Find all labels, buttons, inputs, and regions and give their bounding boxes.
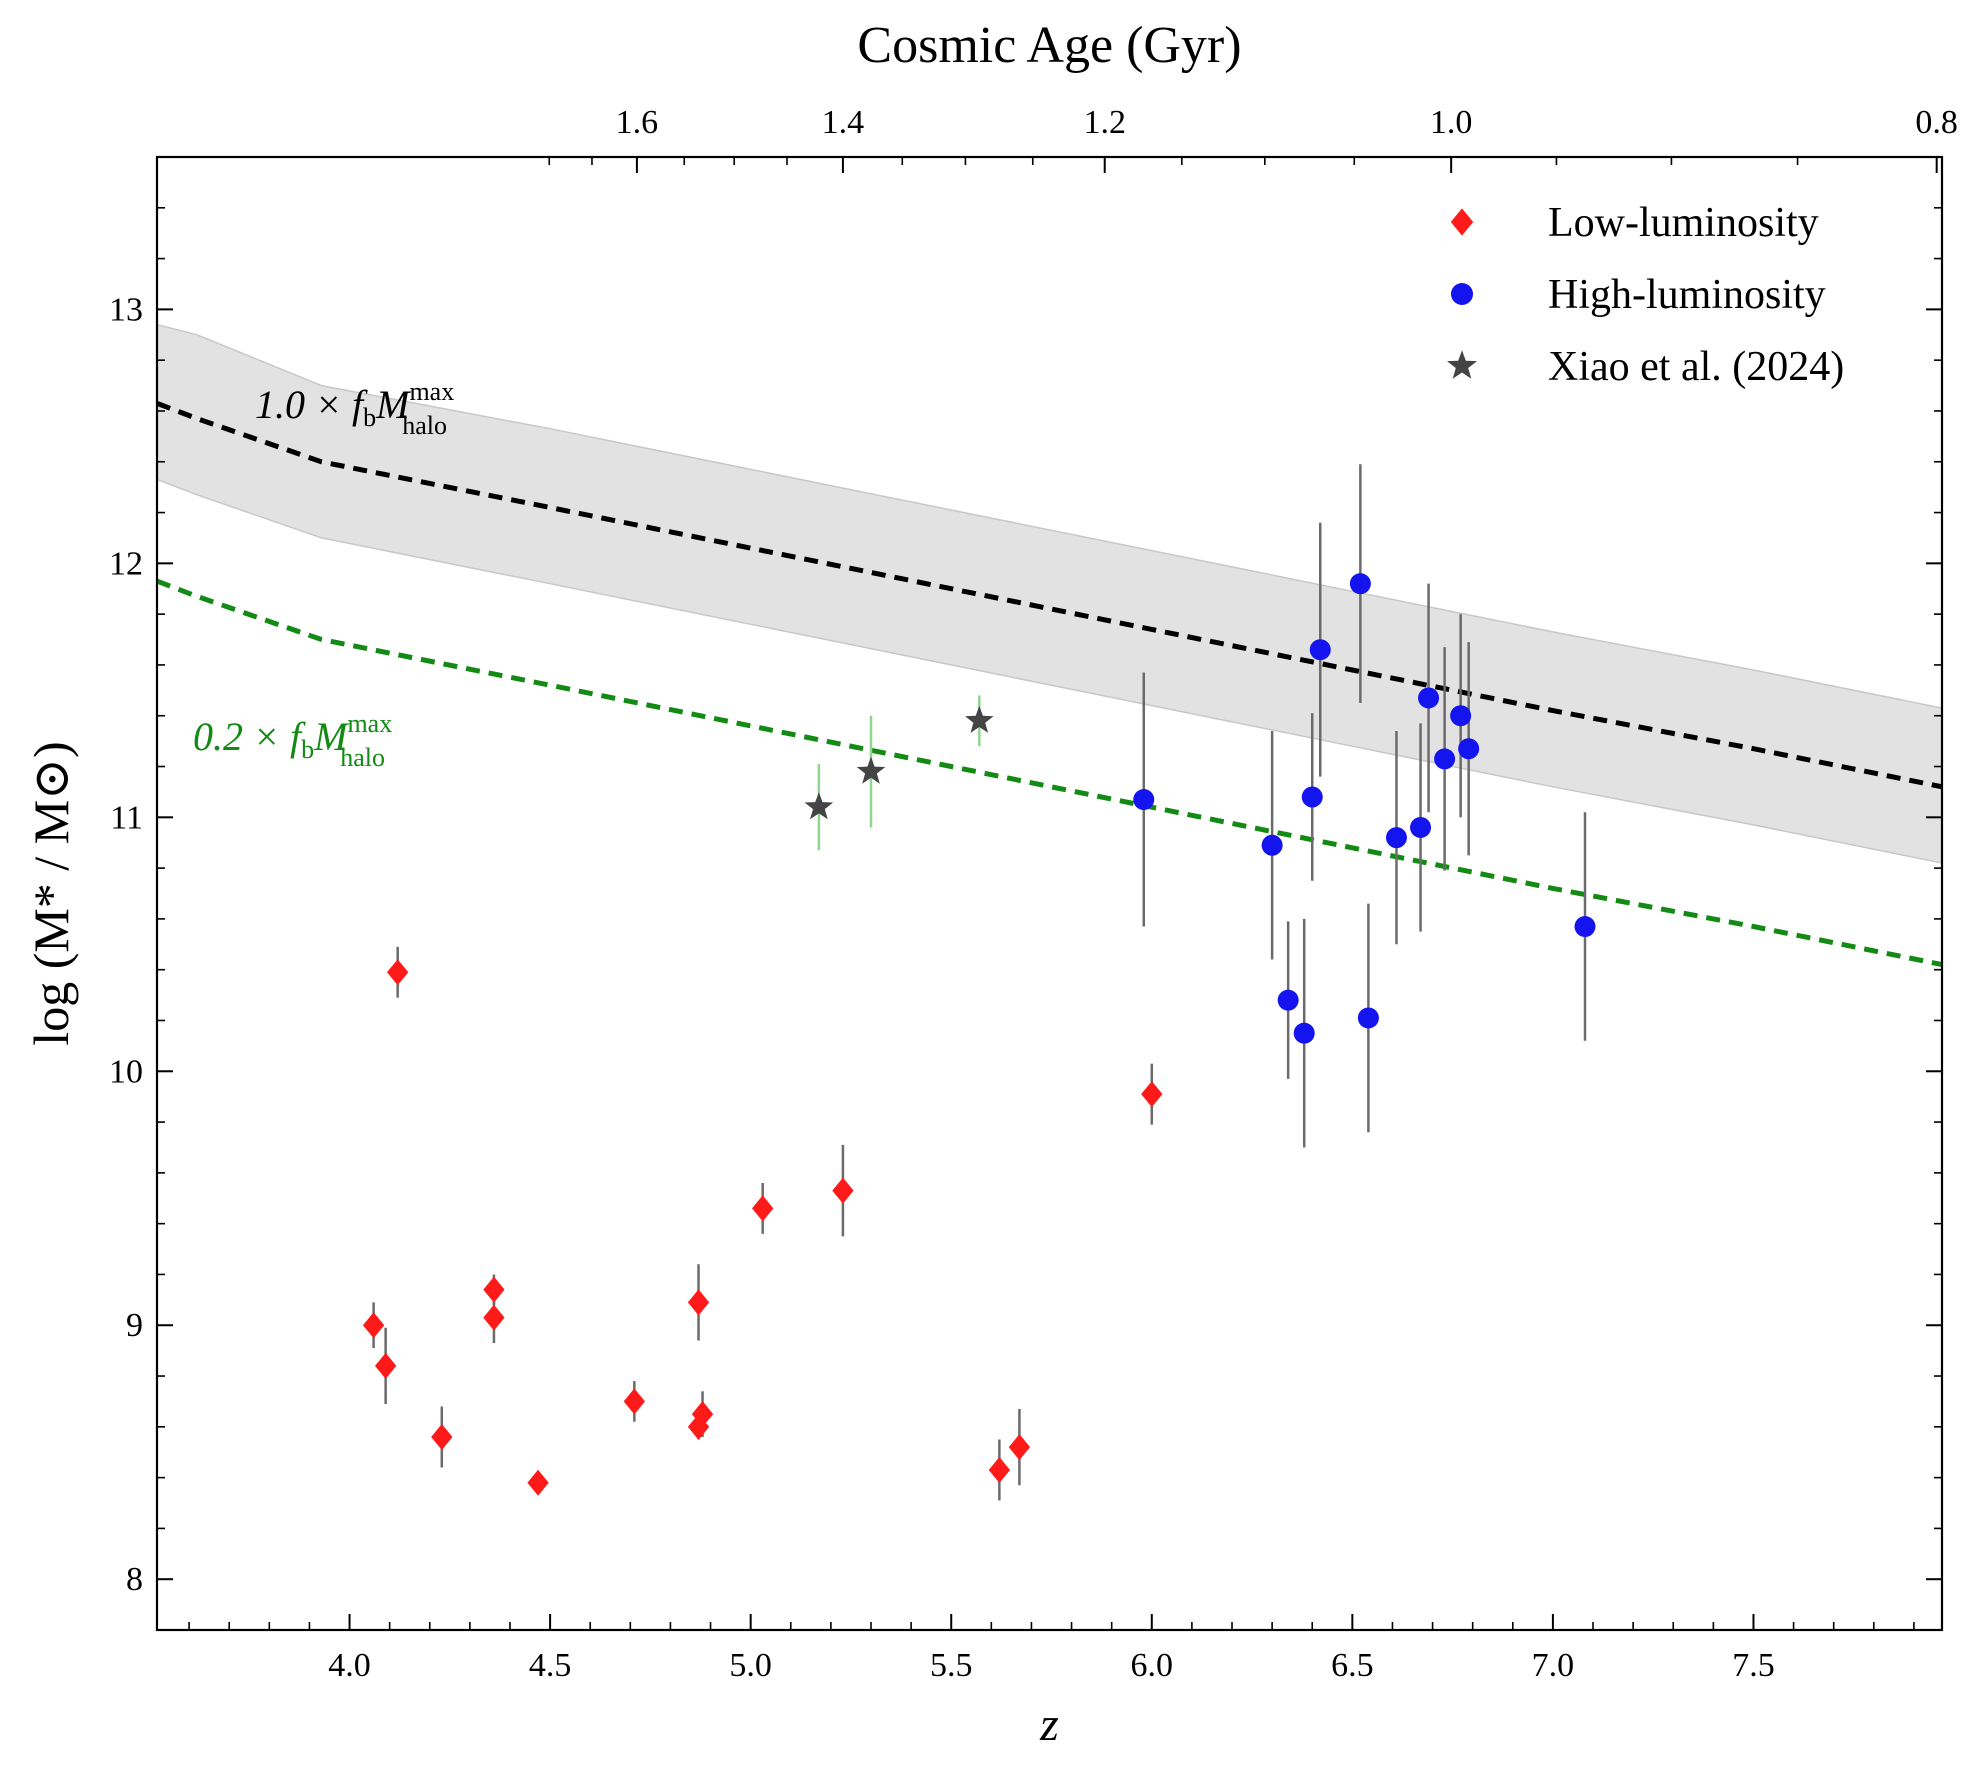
legend-marker-circle [1450,282,1474,306]
curve-label-sub: b [301,735,314,764]
data-point-diamond-15 [1141,1081,1163,1108]
data-point-circle-9 [1410,816,1432,838]
data-point-circle-12 [1450,705,1472,727]
x-tick-label-1: 4.5 [529,1647,572,1684]
data-point-circle-8 [1385,827,1407,849]
data-point-circle-3 [1293,1022,1315,1044]
x-tick-label-4: 6.0 [1131,1647,1174,1684]
data-point-diamond-5 [483,1304,505,1331]
y-tick-label-5: 13 [109,291,143,328]
data-point-circle-7 [1357,1007,1379,1029]
x-tick-label-0: 4.0 [328,1647,371,1684]
curve-label-sub2: halo [340,743,385,772]
x-tick-label-5: 6.5 [1331,1647,1374,1684]
axes-layer: 4.0 4.5 5.0 5.5 6.0 6.5 7.0 7.5 8 9 10 11 12 13 1.6 1.4… [109,104,1958,1684]
curve-label-m: M [313,714,350,759]
data-point-star-0 [804,792,834,820]
data-point-diamond-3 [431,1423,453,1450]
data-point-diamond-0 [387,959,409,986]
legend-label-1: High-luminosity [1548,272,1826,318]
data-point-circle-5 [1309,639,1331,661]
data-point-circle-10 [1418,687,1440,709]
data-point-diamond-14 [1008,1434,1031,1461]
curve-layer [157,400,1942,968]
x-tick-label-2: 5.0 [729,1647,772,1684]
shaded-band-layer [157,323,1942,864]
data-point-circle-1 [1261,834,1283,856]
y-tick-label-0: 8 [126,1561,143,1598]
data-point-circle-4 [1301,786,1323,808]
dashed-curve-0 [157,400,1942,790]
curve-label-prefix: 0.2 × f [193,714,306,759]
y-tick-label-1: 9 [126,1307,143,1344]
y-tick-label-3: 11 [110,799,143,836]
data-point-diamond-2 [374,1352,397,1379]
curve-label-m: M [375,382,412,427]
data-point-diamond-7 [623,1388,645,1415]
data-point-diamond-6 [527,1469,549,1496]
top-tick-label-3: 1.0 [1430,104,1473,141]
dashed-curve-1 [157,578,1942,968]
data-point-star-1 [856,756,886,784]
top-axis-label: Cosmic Age (Gyr) [857,17,1241,74]
plot-frame [155,155,1944,1632]
x-tick-label-3: 5.5 [930,1647,973,1684]
data-point-diamond-8 [687,1289,710,1316]
legend-marker-star [1447,350,1477,379]
marker-layer [362,573,1596,1496]
data-point-diamond-1 [362,1312,385,1339]
top-tick-label-2: 1.2 [1083,104,1126,141]
data-point-star-2 [965,705,994,733]
legend-label-0: Low-luminosity [1548,200,1819,246]
data-point-diamond-12 [832,1177,854,1204]
data-point-circle-14 [1574,916,1596,938]
curve-label-sub2: halo [402,411,447,440]
data-point-circle-13 [1458,738,1480,760]
legend: Low-luminosity High-luminosity Xiao et al.… [1447,200,1844,390]
data-point-circle-2 [1277,989,1299,1011]
curve-label-sub: b [363,403,376,432]
data-point-diamond-4 [483,1276,505,1303]
top-tick-label-1: 1.4 [822,104,865,141]
data-point-circle-0 [1133,789,1155,811]
y-tick-label-2: 10 [109,1053,143,1090]
data-point-diamond-13 [988,1457,1011,1484]
legend-label-2: Xiao et al. (2024) [1548,344,1844,390]
x-tick-label-6: 7.0 [1532,1647,1575,1684]
curve-label-sup: max [409,377,454,406]
curve-label-prefix: 1.0 × f [255,382,368,427]
x-tick-label-7: 7.5 [1732,1647,1775,1684]
y-tick-label-4: 12 [109,545,143,582]
data-point-diamond-11 [752,1195,774,1222]
data-point-circle-11 [1434,748,1456,770]
uncertainty-band-0 [157,323,1942,864]
curve-label-0: 1.0 × fbMmax halo [255,377,454,440]
curve-label-1: 0.2 × fbMmax halo [193,709,392,772]
x-axis-label: z [1039,1698,1059,1751]
y-axis-label: log (M* / M⊙) [23,741,79,1045]
curve-label-sup: max [347,709,392,738]
top-tick-label-0: 1.6 [616,104,659,141]
data-point-circle-6 [1349,573,1371,595]
legend-marker-diamond [1450,208,1474,236]
data-point-diamond-10 [687,1413,710,1440]
top-tick-label-4: 0.8 [1915,104,1958,141]
